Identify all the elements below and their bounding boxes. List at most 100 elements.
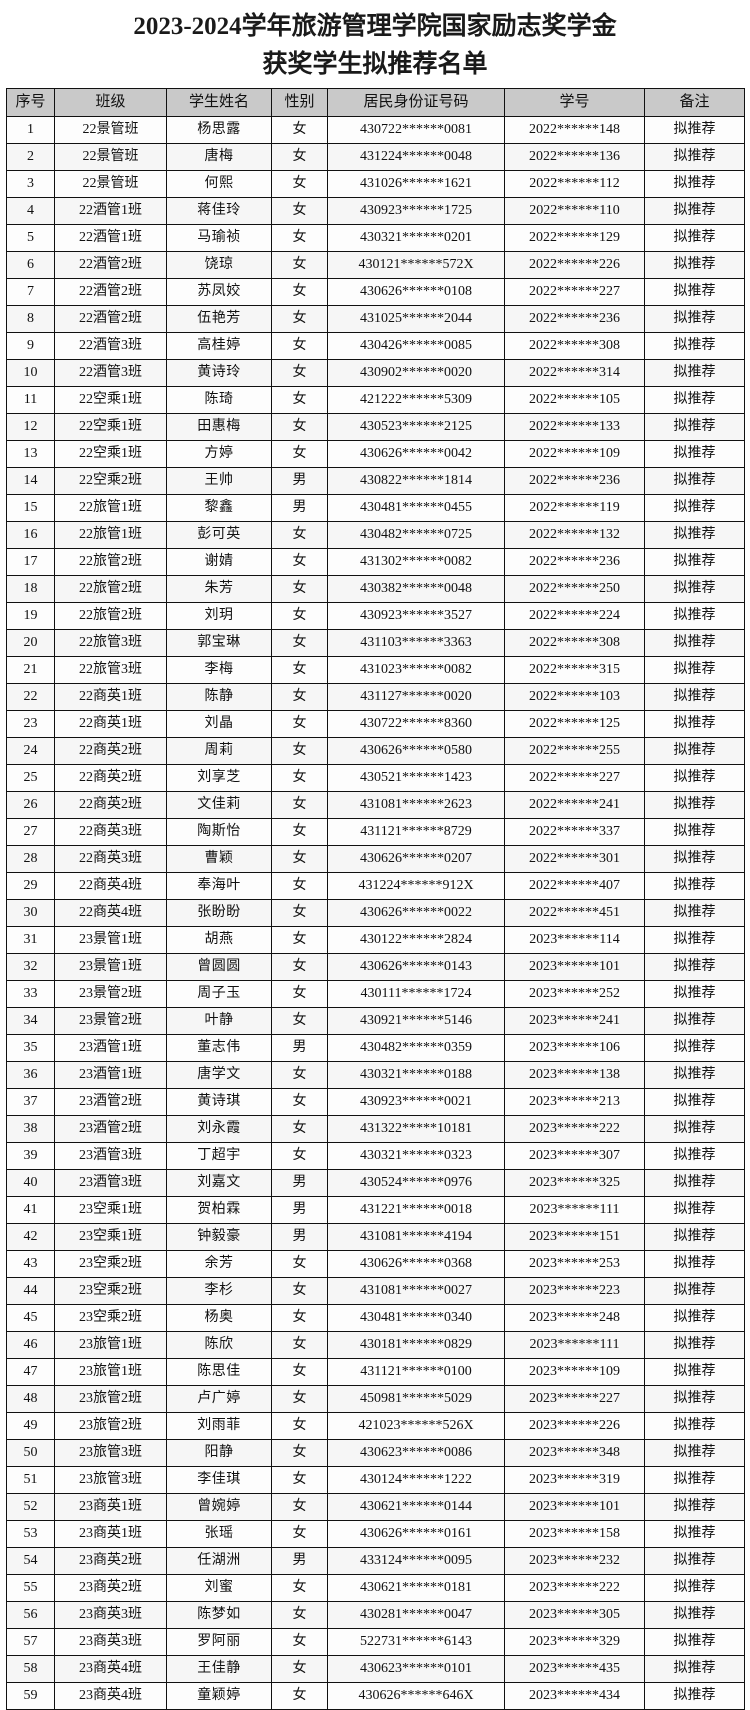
cell-id-number: 430722******8360 [327,710,505,738]
table-row: 58 23商英4班 王佳静女 430623******0101 2023******43… [6,1655,745,1683]
table-row: 56 23商英3班 陈梦如女 430281******0047 2023******30… [6,1601,745,1629]
cell-student-id: 2022******148 [504,116,645,144]
cell-class: 22空乘1班 [54,386,167,414]
cell-sex: 女 [271,899,328,927]
cell-name: 刘永霞 [166,1115,272,1143]
cell-id-number: 430923******3527 [327,602,505,630]
cell-name: 蒋佳玲 [166,197,272,225]
cell-seq: 36 [6,1061,55,1089]
column-header-student-id: 学号 [504,88,645,117]
cell-id-number: 430481******0455 [327,494,505,522]
cell-seq: 22 [6,683,55,711]
cell-name: 董志伟 [166,1034,272,1062]
cell-student-id: 2023******101 [504,1493,645,1521]
cell-class: 22空乘1班 [54,413,167,441]
cell-id-number: 431023******0082 [327,656,505,684]
table-row: 29 22商英4班 奉海叶女 431224******912X 2022******40… [6,872,745,900]
cell-seq: 27 [6,818,55,846]
table-row: 32 23景管1班 曾圆圆女 430626******0143 2023******10… [6,953,745,981]
cell-note: 拟推荐 [644,1007,745,1035]
cell-sex: 女 [271,305,328,333]
cell-seq: 5 [6,224,55,252]
table-row: 54 23商英2班 任湖洲男 433124******0095 2023******23… [6,1547,745,1575]
table-row: 2 22景管班 唐梅女 431224******0048 2022******136 拟推… [6,143,745,171]
cell-seq: 16 [6,521,55,549]
table-row: 1 22景管班 杨思露女 430722******0081 2022******148 拟… [6,116,745,144]
cell-sex: 女 [271,1061,328,1089]
cell-seq: 47 [6,1358,55,1386]
cell-id-number: 430124******1222 [327,1466,505,1494]
table-row: 17 22旅管2班 谢婧女 431302******0082 2022******236… [6,548,745,576]
cell-student-id: 2022******224 [504,602,645,630]
cell-seq: 12 [6,413,55,441]
cell-seq: 15 [6,494,55,522]
cell-name: 陶斯怡 [166,818,272,846]
cell-id-number: 433124******0095 [327,1547,505,1575]
cell-class: 23旅管1班 [54,1331,167,1359]
cell-student-id: 2022******255 [504,737,645,765]
cell-class: 23旅管1班 [54,1358,167,1386]
table-row: 25 22商英2班 刘享芝女 430521******1423 2022******22… [6,764,745,792]
cell-id-number: 430902******0020 [327,359,505,387]
cell-note: 拟推荐 [644,1331,745,1359]
cell-class: 23空乘2班 [54,1277,167,1305]
cell-class: 22旅管2班 [54,575,167,603]
table-row: 22 22商英1班 陈静女 431127******0020 2022******103… [6,683,745,711]
cell-class: 22商英2班 [54,791,167,819]
table-header-row: 序号 班级 学生姓名 性别 居民身份证号码 学号 备注 [6,88,745,117]
cell-id-number: 430623******0101 [327,1655,505,1683]
cell-class: 23商英1班 [54,1493,167,1521]
cell-note: 拟推荐 [644,926,745,954]
cell-id-number: 431081******0027 [327,1277,505,1305]
cell-sex: 女 [271,1628,328,1656]
table-row: 57 23商英3班 罗阿丽女 522731******6143 2023******32… [6,1628,745,1656]
cell-name: 何熙 [166,170,272,198]
cell-id-number: 430626******0580 [327,737,505,765]
cell-id-number: 431221******0018 [327,1196,505,1224]
cell-class: 22酒管3班 [54,359,167,387]
cell-sex: 女 [271,629,328,657]
cell-id-number: 431127******0020 [327,683,505,711]
cell-name: 高桂婷 [166,332,272,360]
cell-class: 22旅管2班 [54,548,167,576]
cell-seq: 50 [6,1439,55,1467]
table-row: 30 22商英4班 张盼盼女 430626******0022 2022******45… [6,899,745,927]
cell-id-number: 430921******5146 [327,1007,505,1035]
cell-class: 22商英3班 [54,818,167,846]
cell-class: 22商英3班 [54,845,167,873]
cell-note: 拟推荐 [644,467,745,495]
cell-note: 拟推荐 [644,1358,745,1386]
cell-note: 拟推荐 [644,170,745,198]
cell-class: 23酒管2班 [54,1115,167,1143]
cell-id-number: 430382******0048 [327,575,505,603]
table-row: 6 22酒管2班 饶琼女 430121******572X 2022******226 拟… [6,251,745,279]
cell-name: 饶琼 [166,251,272,279]
cell-id-number: 431103******3363 [327,629,505,657]
cell-id-number: 430626******0207 [327,845,505,873]
cell-seq: 31 [6,926,55,954]
cell-seq: 52 [6,1493,55,1521]
cell-sex: 女 [271,980,328,1008]
cell-student-id: 2023******111 [504,1196,645,1224]
cell-sex: 男 [271,1223,328,1251]
cell-sex: 女 [271,1655,328,1683]
cell-id-number: 430626******0108 [327,278,505,306]
cell-id-number: 430623******0086 [327,1439,505,1467]
cell-student-id: 2023******241 [504,1007,645,1035]
cell-seq: 46 [6,1331,55,1359]
cell-name: 刘嘉文 [166,1169,272,1197]
cell-note: 拟推荐 [644,1655,745,1683]
cell-note: 拟推荐 [644,224,745,252]
cell-name: 李梅 [166,656,272,684]
cell-name: 刘雨菲 [166,1412,272,1440]
cell-seq: 55 [6,1574,55,1602]
cell-seq: 24 [6,737,55,765]
cell-sex: 女 [271,413,328,441]
cell-sex: 女 [271,1385,328,1413]
table-row: 39 23酒管3班 丁超宇女 430321******0323 2023******30… [6,1142,745,1170]
cell-class: 22景管班 [54,143,167,171]
cell-seq: 59 [6,1682,55,1710]
cell-sex: 女 [271,1574,328,1602]
cell-id-number: 430621******0181 [327,1574,505,1602]
cell-name: 罗阿丽 [166,1628,272,1656]
